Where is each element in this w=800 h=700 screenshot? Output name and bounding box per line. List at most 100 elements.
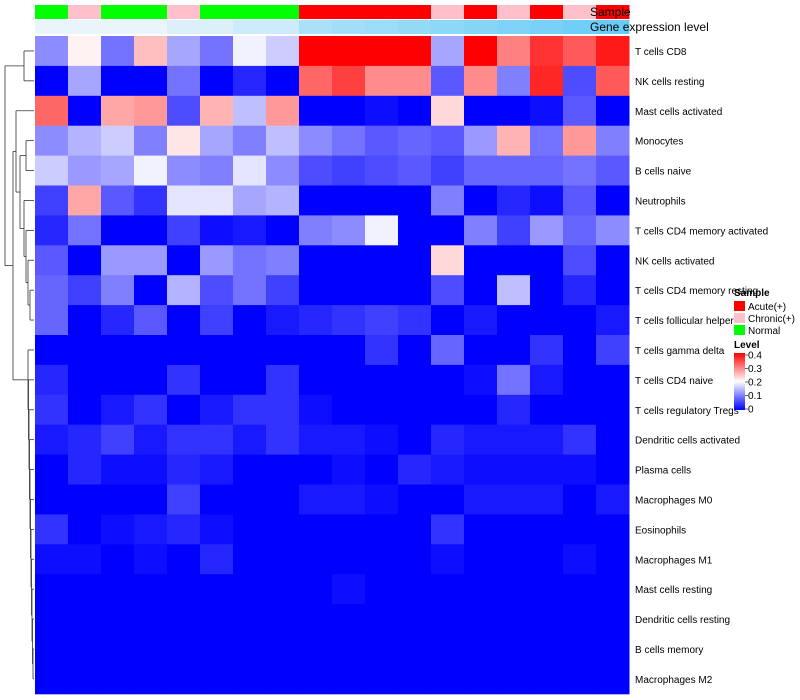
heatmap-cell: [233, 275, 267, 306]
heatmap-cell: [563, 215, 597, 246]
heatmap-cell: [200, 634, 234, 665]
row-label: Macrophages M2: [635, 675, 713, 686]
heatmap-cell: [431, 514, 465, 545]
heatmap-cell: [167, 604, 201, 635]
heatmap-cell: [35, 544, 69, 575]
heatmap-cell: [497, 36, 531, 67]
heatmap-cell: [464, 95, 498, 127]
heatmap-cell: [266, 125, 300, 157]
heatmap-cell: [464, 364, 498, 396]
heatmap-cell: [266, 634, 300, 665]
sample-annotation-cell: [596, 5, 630, 19]
heatmap-cell: [233, 454, 267, 485]
heatmap-cell: [266, 65, 300, 97]
sample-annotation-label: Sample: [590, 5, 631, 19]
heatmap-cell: [266, 185, 300, 216]
heatmap-cell: [266, 604, 300, 635]
heatmap-cell: [167, 125, 201, 157]
heatmap-cell: [134, 125, 168, 157]
heatmap-cell: [398, 544, 432, 575]
heatmap-cell: [35, 454, 69, 485]
gene-annotation-cell: [563, 20, 597, 34]
legend-swatch: [734, 325, 745, 335]
gene-annotation-cell: [266, 20, 300, 34]
heatmap-cell: [431, 394, 465, 426]
heatmap-cell: [398, 394, 432, 426]
heatmap-cell: [431, 663, 465, 695]
heatmap-cell: [530, 125, 564, 157]
heatmap-cell: [233, 394, 267, 426]
heatmap-cell: [398, 484, 432, 515]
heatmap-cell: [497, 514, 531, 545]
heatmap-cell: [365, 663, 399, 695]
heatmap-cell: [365, 514, 399, 545]
heatmap-cell: [431, 36, 465, 67]
heatmap-cell: [299, 634, 333, 665]
heatmap-cell: [332, 185, 366, 216]
heatmap-cell: [464, 125, 498, 157]
heatmap-cell: [134, 663, 168, 695]
heatmap-cell: [431, 155, 465, 186]
gene-annotation-cell: [35, 20, 69, 34]
gene-annotation-cell: [464, 20, 498, 34]
sample-annotation-bar: [35, 5, 630, 19]
heatmap-cell: [431, 574, 465, 605]
heatmap-cell: [233, 544, 267, 575]
heatmap-cell: [530, 424, 564, 456]
gene-annotation-cell: [200, 20, 234, 34]
legend-entry-label: Acute(+): [748, 302, 786, 313]
heatmap-cell: [200, 125, 234, 157]
heatmap-cell: [266, 36, 300, 67]
heatmap-cell: [167, 155, 201, 186]
row-labels: T cells CD8 NK cells resting Mast cells ac…: [635, 47, 768, 686]
heatmap-cell: [596, 275, 630, 306]
heatmap-cell: [68, 514, 102, 545]
heatmap-cell: [233, 634, 267, 665]
heatmap-cell: [596, 185, 630, 216]
heatmap-cell: [332, 544, 366, 575]
heatmap-cell: [35, 604, 69, 635]
row-label: Dendritic cells activated: [635, 436, 740, 447]
heatmap-cell: [596, 305, 630, 336]
heatmap-cell: [35, 394, 69, 426]
heatmap-cell: [431, 454, 465, 485]
heatmap-cell: [431, 364, 465, 396]
heatmap-cell: [233, 36, 267, 67]
heatmap-cell: [596, 634, 630, 665]
heatmap-cell: [101, 574, 135, 605]
heatmap-cell: [464, 514, 498, 545]
heatmap-cell: [68, 604, 102, 635]
heatmap-cell: [497, 305, 531, 336]
heatmap-cell: [35, 185, 69, 216]
heatmap-cell: [68, 305, 102, 336]
heatmap-cell: [200, 305, 234, 336]
heatmap-cell: [134, 215, 168, 246]
heatmap-cell: [530, 634, 564, 665]
heatmap-cell: [563, 394, 597, 426]
heatmap-cell: [200, 514, 234, 545]
heatmap-cell: [233, 424, 267, 456]
heatmap-cell: [464, 454, 498, 485]
heatmap-cell: [365, 574, 399, 605]
legend: Sample Acute(+)Chronic(+)Normal Level 0.…: [734, 288, 795, 416]
heatmap-cell: [167, 65, 201, 97]
heatmap-cell: [68, 544, 102, 575]
heatmap-cell: [596, 514, 630, 545]
heatmap-cell: [332, 424, 366, 456]
heatmap-cell: [299, 484, 333, 515]
heatmap-cell: [101, 604, 135, 635]
heatmap-cell: [101, 36, 135, 67]
heatmap-cell: [332, 95, 366, 127]
heatmap-cell: [299, 574, 333, 605]
heatmap-cell: [299, 245, 333, 276]
gene-annotation-cell: [167, 20, 201, 34]
heatmap-cell: [200, 604, 234, 635]
heatmap-cell: [299, 394, 333, 426]
heatmap-cell: [596, 155, 630, 186]
heatmap-cell: [365, 604, 399, 635]
heatmap-cell: [398, 215, 432, 246]
heatmap-cell: [266, 275, 300, 306]
heatmap-cell: [35, 484, 69, 515]
heatmap-cell: [563, 364, 597, 396]
heatmap-cell: [365, 125, 399, 157]
